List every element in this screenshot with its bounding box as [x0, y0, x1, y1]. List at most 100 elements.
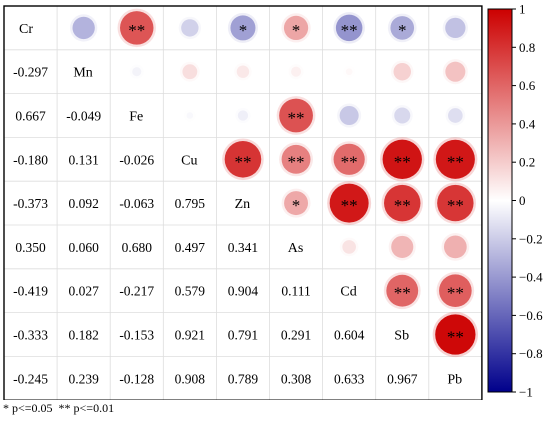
- correlation-circle: [181, 19, 199, 37]
- correlation-value: 0.497: [175, 240, 206, 255]
- correlation-value: -0.128: [119, 371, 154, 386]
- significance-mark: **: [341, 196, 358, 215]
- correlation-circle: [342, 240, 356, 254]
- significance-mark: *: [239, 21, 248, 40]
- correlation-circle: [284, 191, 309, 216]
- variable-label-pb: Pb: [447, 372, 462, 387]
- correlation-circle: [182, 64, 198, 80]
- colorbar-tick-label: 0.2: [519, 155, 535, 170]
- significance-mark: **: [394, 196, 411, 215]
- correlation-circle: [384, 184, 421, 222]
- correlation-circle: [333, 143, 365, 175]
- correlation-value: 0.967: [387, 371, 418, 386]
- significance-mark: **: [394, 152, 411, 171]
- significance-mark: **: [341, 152, 358, 171]
- correlation-circle: [72, 16, 95, 40]
- significance-mark: **: [128, 21, 145, 40]
- correlation-value: -0.245: [13, 371, 48, 386]
- significance-footnote: * p<=0.05 ** p<=0.01: [3, 401, 115, 415]
- variable-label-zn: Zn: [235, 197, 251, 212]
- correlation-value: -0.180: [13, 152, 48, 167]
- significance-mark: **: [447, 152, 464, 171]
- colorbar-tick-label: −1: [519, 385, 533, 400]
- correlation-value: 0.789: [228, 371, 259, 386]
- correlation-value: -0.063: [119, 196, 154, 211]
- significance-mark: *: [292, 196, 301, 215]
- colorbar-tick-label: −0.6: [519, 308, 543, 323]
- significance-mark: **: [447, 328, 464, 347]
- correlation-circle: [394, 107, 411, 124]
- variable-label-cr: Cr: [19, 22, 33, 37]
- correlation-value: -0.153: [119, 328, 154, 343]
- significance-mark: **: [288, 152, 305, 171]
- correlation-value: 0.111: [281, 284, 310, 299]
- significance-mark: **: [288, 109, 305, 128]
- correlation-matrix-chart: Cr ** * * ** *-0.297 Mn0.667 -0.049 Fe **-0.180 0.…: [3, 2, 543, 400]
- colorbar-tick-label: −0.4: [519, 270, 543, 285]
- correlation-circle: [443, 235, 467, 259]
- correlation-circle: [120, 11, 154, 45]
- variable-label-mn: Mn: [73, 66, 92, 81]
- correlation-value: 0.579: [175, 284, 206, 299]
- correlation-circle: [236, 65, 250, 78]
- correlation-value: -0.419: [13, 284, 48, 299]
- correlation-value: 0.633: [334, 371, 365, 386]
- correlation-value: 0.308: [281, 371, 312, 386]
- significance-mark: **: [234, 152, 251, 171]
- correlation-value: 0.341: [228, 240, 258, 255]
- correlation-value: 0.060: [68, 240, 99, 255]
- correlation-value: -0.333: [13, 328, 48, 343]
- correlation-circle: [283, 15, 309, 41]
- significance-mark: *: [292, 21, 301, 40]
- correlation-circle: [237, 110, 249, 121]
- correlation-value: 0.092: [68, 196, 98, 211]
- variable-label-sb: Sb: [394, 329, 409, 344]
- correlation-circle: [291, 66, 302, 77]
- correlation-circle: [329, 183, 369, 223]
- correlation-value: 0.904: [228, 284, 259, 299]
- colorbar: [487, 8, 513, 393]
- correlation-circle: [435, 314, 476, 355]
- correlation-circle: [335, 14, 363, 42]
- correlation-value: -0.026: [119, 152, 154, 167]
- correlation-value: 0.921: [175, 328, 205, 343]
- correlation-circle: [132, 67, 142, 77]
- significance-mark: **: [447, 284, 464, 303]
- correlation-value: 0.027: [68, 284, 99, 299]
- significance-mark: *: [398, 21, 407, 40]
- correlation-circle: [281, 144, 311, 174]
- correlation-value: 0.350: [15, 240, 46, 255]
- colorbar-tick-label: 0.4: [519, 116, 536, 131]
- correlation-circle: [230, 15, 256, 41]
- correlation-circle: [393, 62, 411, 81]
- variable-label-cd: Cd: [340, 285, 356, 300]
- correlation-value: 0.791: [228, 328, 258, 343]
- colorbar-tick-label: 1: [519, 2, 526, 17]
- correlation-circle: [445, 61, 466, 82]
- correlation-value: 0.182: [68, 328, 98, 343]
- colorbar-tick-label: 0: [519, 193, 526, 208]
- correlation-value: 0.604: [334, 328, 365, 343]
- correlation-circle: [382, 139, 422, 179]
- variable-label-as: As: [288, 241, 304, 256]
- correlation-value: 0.795: [175, 196, 206, 211]
- variable-label-cu: Cu: [181, 153, 197, 168]
- correlation-circle: [437, 184, 474, 222]
- correlation-circle: [279, 98, 313, 133]
- correlation-circle: [435, 139, 475, 179]
- correlation-circle: [186, 112, 194, 119]
- significance-mark: **: [394, 284, 411, 303]
- significance-mark: **: [447, 196, 464, 215]
- variable-label-fe: Fe: [129, 110, 143, 125]
- correlation-value: 0.239: [68, 371, 99, 386]
- correlation-value: 0.667: [15, 109, 46, 124]
- correlation-circle: [439, 274, 472, 308]
- colorbar-tick-label: 0.8: [519, 40, 535, 55]
- correlation-circle: [390, 16, 415, 40]
- correlation-circle: [339, 105, 359, 126]
- correlation-value: 0.908: [175, 371, 206, 386]
- correlation-value: -0.297: [13, 65, 48, 80]
- correlation-circle: [391, 235, 414, 258]
- correlation-value: -0.217: [119, 284, 154, 299]
- correlation-circle: [448, 108, 463, 123]
